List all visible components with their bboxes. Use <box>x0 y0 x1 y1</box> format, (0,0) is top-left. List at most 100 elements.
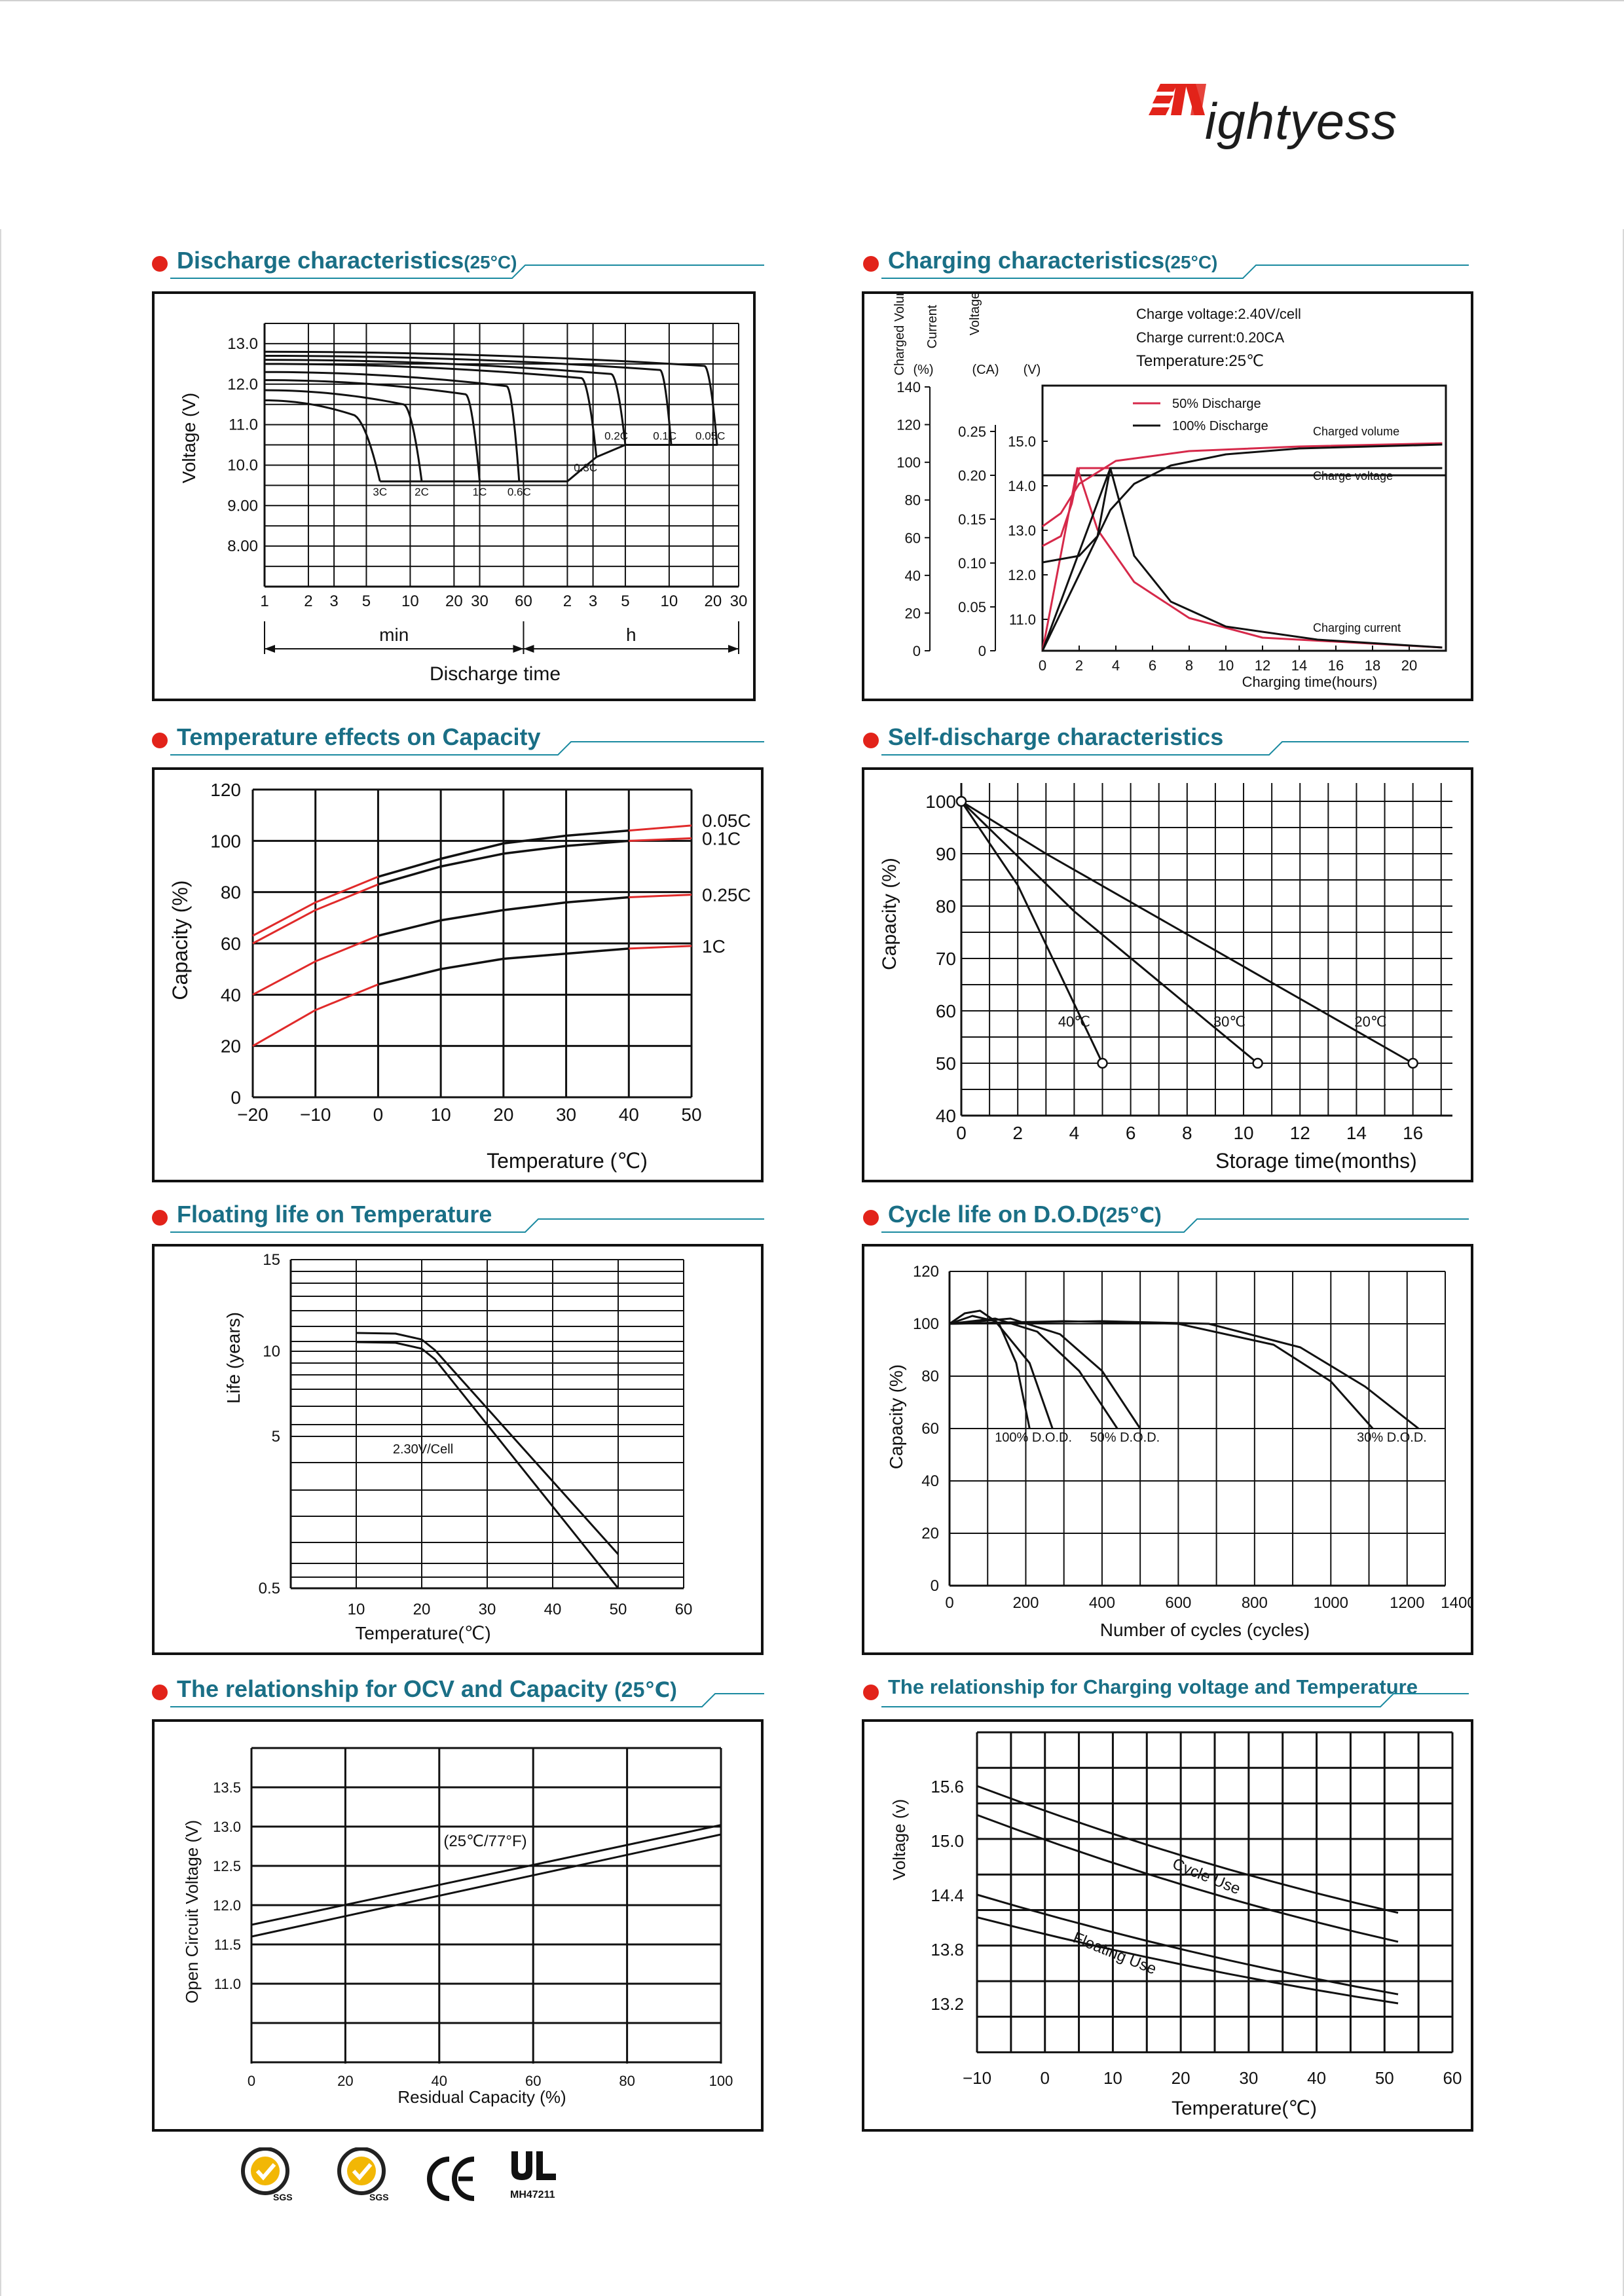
x-tick-label: 0 <box>956 1123 967 1143</box>
charge-voltage-chart: −10 0 10 20 30 40 50 60 15.6 15.0 14.4 13.8 13.2 Volt… <box>889 1731 1462 2119</box>
bullet-icon <box>863 1210 879 1226</box>
cutoff-line <box>519 444 718 483</box>
y-tick-label: 12.0 <box>213 1897 241 1914</box>
x-tick-label: 8 <box>1182 1123 1192 1143</box>
volume-tick-label: 60 <box>905 530 921 546</box>
current-100-curve <box>1041 467 1443 651</box>
life-curve-upper <box>356 1332 619 1556</box>
x-tick-label: 30 <box>730 592 748 610</box>
x-tick-label: 60 <box>1443 2068 1462 2088</box>
volume-tick-label: 40 <box>905 568 921 584</box>
x-tick-label: 4 <box>1069 1123 1080 1143</box>
current-tick-label: 0.15 <box>958 511 986 528</box>
voltage-tick-label: 14.0 <box>1008 478 1036 494</box>
discharge-chart-panel: 1 2 3 5 10 20 30 60 2 3 5 10 20 30 13.0 12.0 11.0 10.0 9.0… <box>152 291 756 701</box>
x-tick-label: 20 <box>1401 657 1417 674</box>
x-tick-label: 0 <box>1039 657 1046 674</box>
y-tick-label: 40 <box>936 1106 956 1126</box>
x-tick-label: 50 <box>1375 2068 1394 2088</box>
page-top-border <box>0 0 1624 1</box>
discharge-curve-0.2C <box>264 359 627 445</box>
series-label: 1C <box>473 486 487 498</box>
section-suffix: (25°C) <box>1164 252 1218 272</box>
x-tick-label: 6 <box>1149 657 1156 674</box>
x-group-label: h <box>626 625 637 645</box>
legend-entry: 100% Discharge <box>1172 419 1268 433</box>
bullet-icon <box>152 256 168 272</box>
volume-50-curve <box>1042 442 1443 528</box>
volume-tick-label: 100 <box>896 454 921 471</box>
temp-capacity-chart-panel: −20 −10 0 10 20 30 40 50 0 20 40 60 80 100 120 Capacity… <box>152 767 764 1182</box>
series-0.25C <box>378 896 629 937</box>
section-title: Cycle life on D.O.D <box>888 1201 1099 1228</box>
self-discharge-chart-panel: 0 2 4 6 8 10 12 14 16 40 50 60 70 80 90 100 Capacity (%)… <box>862 767 1473 1182</box>
discharge-curve-0.05C <box>264 350 718 445</box>
ocv-chart: 0 20 40 60 80 100 13.5 13.0 12.5 12.0 11.5 11.0 Open… <box>182 1747 733 2107</box>
y-tick-label: 15.6 <box>931 1777 964 1796</box>
x-tick-label: 0 <box>1040 2068 1049 2088</box>
brand-logo: ightyess <box>1147 72 1397 151</box>
y-tick-label: 13.0 <box>227 335 258 353</box>
sgs-badge-icon <box>241 2147 289 2195</box>
y-tick-label: 10.0 <box>227 456 258 474</box>
axis-unit: (%) <box>913 363 933 377</box>
x-axis-label: Storage time(months) <box>1215 1149 1417 1173</box>
x-tick-label: 40 <box>619 1104 639 1125</box>
charge-note: Charge current:0.20CA <box>1136 329 1285 346</box>
x-tick-label: 10 <box>1218 657 1234 674</box>
y-tick-label: 40 <box>221 985 241 1005</box>
y-tick-label: 14.4 <box>931 1886 964 1905</box>
x-tick-label: 8 <box>1185 657 1193 674</box>
floating-life-chart: 10 20 30 40 50 60 15 10 5 0.5 Life (years) Temperat… <box>223 1251 692 1643</box>
discharge-curve-3C <box>264 399 381 482</box>
series-label: 100% D.O.D. <box>995 1430 1072 1445</box>
x-tick-label: 10 <box>661 592 678 610</box>
cycle-50-dod-b <box>949 1317 1141 1429</box>
x-tick-label: 2 <box>1012 1123 1023 1143</box>
y-tick-label: 13.8 <box>931 1940 964 1959</box>
y-tick-label: 11.0 <box>214 1976 241 1992</box>
x-tick-label: 1 <box>260 592 268 610</box>
x-axis-label: Number of cycles (cycles) <box>1100 1620 1310 1640</box>
x-group-label: min <box>379 625 409 645</box>
series-1C-high-temp <box>629 945 692 950</box>
series-0.05C-low-temp <box>252 875 378 937</box>
series-label: 3C <box>373 486 387 498</box>
y-tick-label: 60 <box>936 1001 956 1021</box>
series-label: 30% D.O.D. <box>1357 1430 1427 1445</box>
y-tick-label: 50 <box>936 1053 956 1074</box>
x-tick-label: 20 <box>493 1104 513 1125</box>
volume-100-curve <box>1041 443 1443 651</box>
self-discharge-chart: 0 2 4 6 8 10 12 14 16 40 50 60 70 80 90 100 Capacity (%)… <box>879 783 1452 1173</box>
discharge-curve-0.6C <box>264 371 521 482</box>
y-tick-label: 0 <box>231 1087 241 1108</box>
x-tick-label: 400 <box>1089 1594 1115 1612</box>
x-tick-label: 50 <box>681 1104 701 1125</box>
x-tick-label: 12 <box>1255 657 1270 674</box>
ocv-chart-panel: 0 20 40 60 80 100 13.5 13.0 12.5 12.0 11.5 11.0 Open… <box>152 1719 764 2132</box>
y-axis-label: Open Circuit Voltage (V) <box>182 1820 202 2003</box>
brand-logo-mark-icon <box>1149 84 1206 115</box>
header-underline <box>170 264 764 279</box>
y-tick-label: 12.0 <box>227 376 258 393</box>
bullet-icon <box>863 256 879 272</box>
bullet-icon <box>152 1685 168 1700</box>
x-tick-label: 10 <box>1233 1123 1253 1143</box>
x-tick-label: 20 <box>1172 2068 1190 2088</box>
y-tick-label: 20 <box>921 1525 939 1542</box>
arrow-head <box>728 645 739 653</box>
section-title: The relationship for OCV and Capacity <box>177 1675 608 1702</box>
current-tick-label: 0 <box>978 643 986 659</box>
section-title: Temperature effects on Capacity <box>177 723 541 750</box>
x-tick-label: 2 <box>563 592 572 610</box>
series-0.1C-high-temp <box>629 837 692 842</box>
cert-label: SGS <box>369 2192 389 2202</box>
section-title: Floating life on Temperature <box>177 1201 492 1228</box>
section-title: The relationship for Charging voltage an… <box>888 1675 1418 1698</box>
x-tick-label: 30 <box>471 592 489 610</box>
y-tick-label: 120 <box>913 1263 939 1281</box>
volume-tick-label: 120 <box>896 417 921 433</box>
x-tick-label: 1000 <box>1314 1594 1348 1612</box>
series-0.25C-low-temp <box>252 934 378 996</box>
